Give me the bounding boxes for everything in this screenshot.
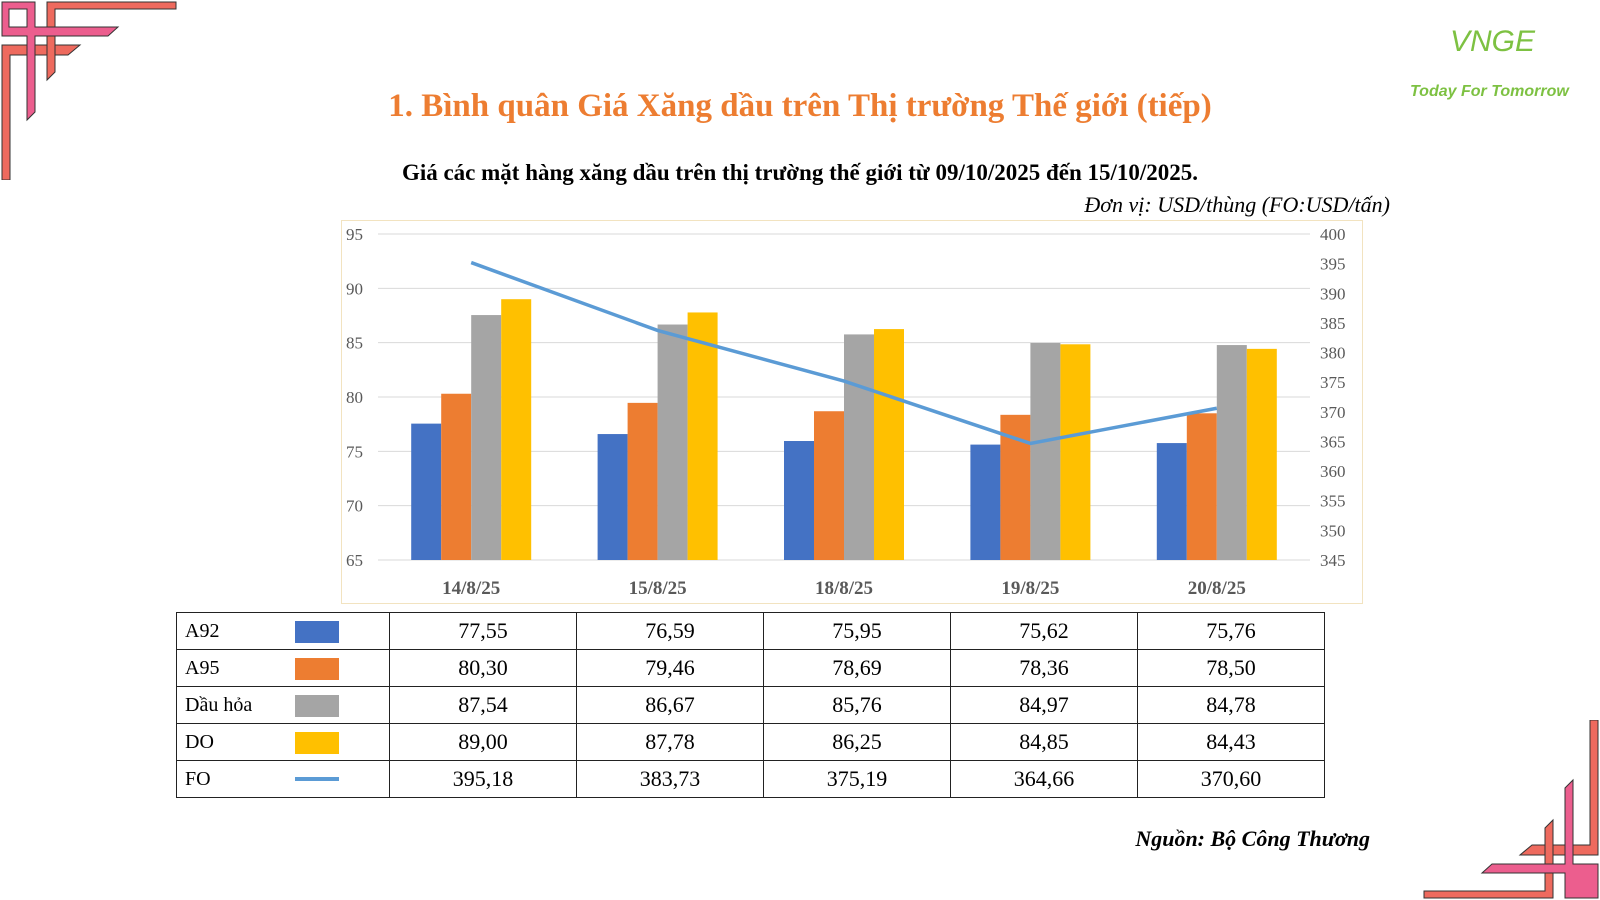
y2-tick-label: 375 <box>1320 373 1346 392</box>
data-table: A92 77,55 76,59 75,95 75,62 75,76 A95 80,30 79,4… <box>176 612 1325 798</box>
unit-label: Đơn vị: USD/thùng (FO:USD/tấn) <box>1084 192 1390 217</box>
table-cell: 87,54 <box>389 686 577 724</box>
bar-a92 <box>784 441 814 560</box>
legend-swatch <box>295 777 339 781</box>
table-cell: 86,25 <box>763 723 951 761</box>
y-tick-label: 85 <box>346 334 363 353</box>
table-cell: 78,36 <box>950 649 1138 687</box>
table-cell: 89,00 <box>389 723 577 761</box>
table-cell: 84,97 <box>950 686 1138 724</box>
series-name: FO <box>185 767 211 790</box>
table-cell: 78,69 <box>763 649 951 687</box>
table-row: FO 395,18 383,73 375,19 364,66 370,60 <box>176 760 1325 798</box>
table-cell: 395,18 <box>389 760 577 798</box>
y-tick-label: 90 <box>346 279 363 298</box>
series-label: FO <box>176 760 390 798</box>
table-cell: 75,95 <box>763 612 951 650</box>
legend-swatch <box>295 732 339 754</box>
source-note: Nguồn: Bộ Công Thương <box>1135 826 1370 851</box>
table-cell: 78,50 <box>1137 649 1325 687</box>
corner-ornament-top-left <box>1 1 177 180</box>
series-name: A92 <box>185 619 220 642</box>
table-row: DO 89,00 87,78 86,25 84,85 84,43 <box>176 723 1325 761</box>
bar-a95 <box>627 402 658 560</box>
table-cell: 375,19 <box>763 760 951 798</box>
table-cell: 79,46 <box>576 649 764 687</box>
bar-dầu-hỏa <box>471 315 502 560</box>
table-cell: 76,59 <box>576 612 764 650</box>
table-cell: 383,73 <box>576 760 764 798</box>
y2-tick-label: 360 <box>1320 462 1346 481</box>
bar-do <box>874 329 904 560</box>
table-cell: 84,43 <box>1137 723 1325 761</box>
table-cell: 364,66 <box>950 760 1138 798</box>
bar-dầu-hỏa <box>844 334 874 560</box>
corner-ornament-bottom-right <box>1423 720 1599 899</box>
y-tick-label: 95 <box>346 225 363 244</box>
table-cell: 87,78 <box>576 723 764 761</box>
table-row: Dầu hỏa 87,54 86,67 85,76 84,97 84,78 <box>176 686 1325 724</box>
bar-a95 <box>441 393 472 560</box>
x-tick-label: 15/8/25 <box>629 578 687 599</box>
bar-a95 <box>814 411 844 560</box>
table-cell: 85,76 <box>763 686 951 724</box>
bar-do <box>1060 344 1091 560</box>
table-cell: 86,67 <box>576 686 764 724</box>
table-cell: 370,60 <box>1137 760 1325 798</box>
y2-tick-label: 350 <box>1320 521 1346 540</box>
table-cell: 75,76 <box>1137 612 1325 650</box>
table-cell: 80,30 <box>389 649 577 687</box>
bar-a92 <box>411 423 442 560</box>
bar-a92 <box>597 434 628 560</box>
table-cell: 77,55 <box>389 612 577 650</box>
legend-swatch <box>295 621 339 643</box>
table-cell: 75,62 <box>950 612 1138 650</box>
series-name: DO <box>185 730 214 753</box>
series-label: A92 <box>176 612 390 650</box>
y2-tick-label: 365 <box>1320 432 1346 451</box>
x-tick-label: 19/8/25 <box>1001 578 1059 599</box>
table-cell: 84,78 <box>1137 686 1325 724</box>
bar-do <box>1246 348 1277 560</box>
y2-tick-label: 385 <box>1320 314 1346 333</box>
bar-a95 <box>1186 413 1217 560</box>
bar-dầu-hỏa <box>1216 345 1247 560</box>
series-label: DO <box>176 723 390 761</box>
legend-swatch <box>295 695 339 717</box>
bar-do <box>501 299 532 560</box>
y-tick-label: 65 <box>346 551 363 570</box>
y2-tick-label: 370 <box>1320 403 1346 422</box>
price-chart: 65 70 75 80 85 90 95 345 350 355 360 365 370 375 380 38… <box>346 225 1346 599</box>
x-tick-label: 14/8/25 <box>442 578 500 599</box>
y2-tick-label: 355 <box>1320 492 1346 511</box>
bar-a92 <box>970 444 1001 560</box>
table-row: A92 77,55 76,59 75,95 75,62 75,76 <box>176 612 1325 650</box>
series-label: Dầu hỏa <box>176 686 390 724</box>
vnge-logo: VNGE Today For Tomorrow <box>1410 25 1569 100</box>
y2-tick-label: 345 <box>1320 551 1346 570</box>
chart-subtitle: Giá các mặt hàng xăng dầu trên thị trườn… <box>401 160 1199 185</box>
y2-tick-label: 380 <box>1320 344 1346 363</box>
series-name: Dầu hỏa <box>185 693 253 716</box>
legend-swatch <box>295 658 339 680</box>
bar-do <box>687 312 718 560</box>
y-tick-label: 70 <box>346 497 363 516</box>
series-label: A95 <box>176 649 390 687</box>
bar-a92 <box>1156 443 1187 560</box>
y-tick-label: 80 <box>346 388 363 407</box>
y-tick-label: 75 <box>346 442 363 461</box>
y2-tick-label: 395 <box>1320 255 1346 274</box>
bar-dầu-hỏa <box>657 324 688 560</box>
chart-frame <box>341 220 1363 604</box>
page-title: 1. Bình quân Giá Xăng dầu trên Thị trườn… <box>388 88 1212 124</box>
bar-dầu-hỏa <box>1030 342 1061 560</box>
series-name: A95 <box>185 656 220 679</box>
x-tick-label: 18/8/25 <box>815 578 873 599</box>
y2-tick-label: 400 <box>1320 225 1346 244</box>
table-row: A95 80,30 79,46 78,69 78,36 78,50 <box>176 649 1325 687</box>
table-cell: 84,85 <box>950 723 1138 761</box>
x-tick-label: 20/8/25 <box>1188 578 1246 599</box>
y2-tick-label: 390 <box>1320 284 1346 303</box>
